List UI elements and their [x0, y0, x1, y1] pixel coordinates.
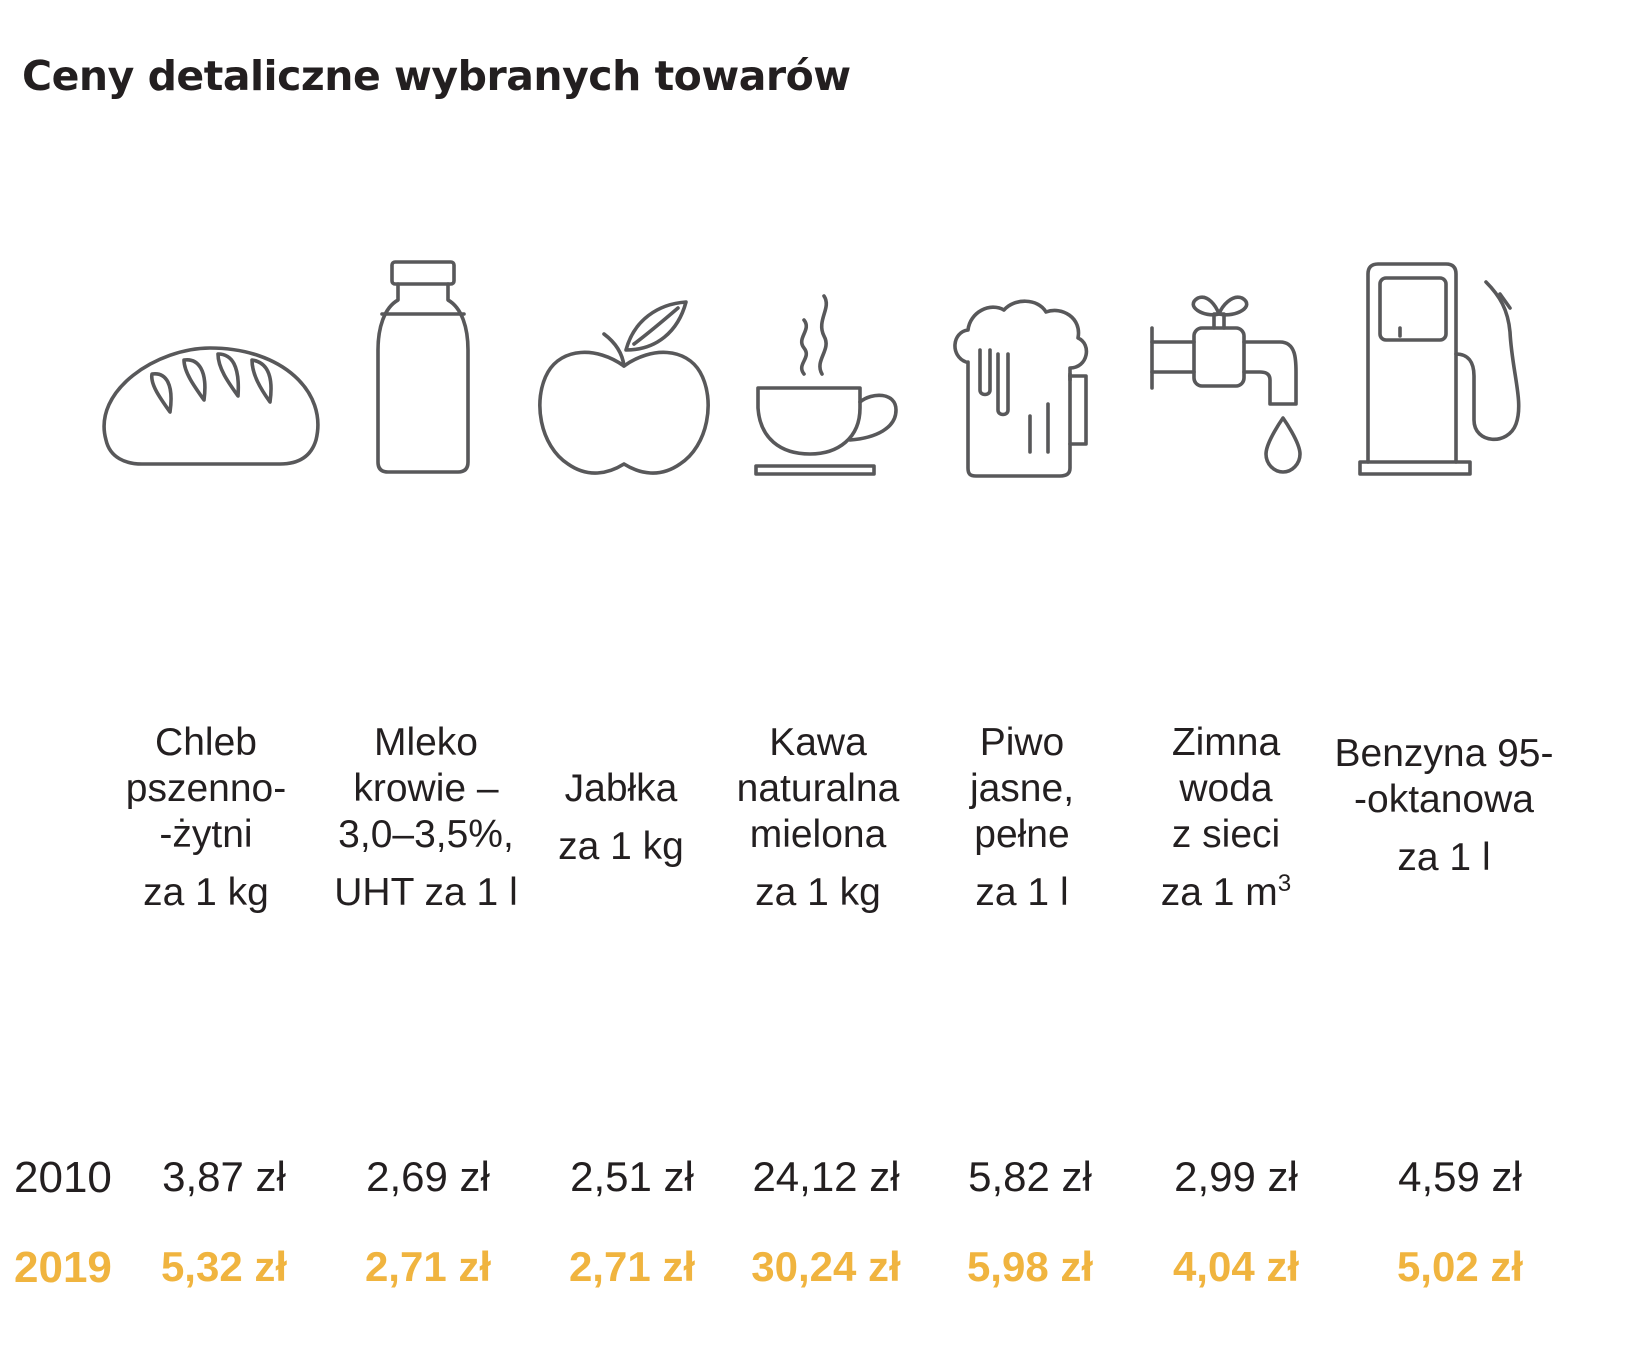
chart-title: Ceny detaliczne wybranych towarów [22, 52, 851, 100]
year-2019-label: 2019 [14, 1243, 112, 1292]
product-name: Kawa naturalna mielona [736, 721, 900, 856]
price-2010-water: 2,99 zł [1174, 1153, 1298, 1200]
product-unit: UHT za 1 l [334, 871, 518, 914]
fuel-pump-icon [1350, 262, 1590, 502]
milk-bottle-icon [300, 260, 540, 502]
label-apples: Jabłka za 1 kg [491, 720, 751, 916]
price-2010-bread: 3,87 zł [162, 1153, 286, 1200]
price-2019-petrol: 5,02 zł [1396, 1243, 1524, 1290]
product-name: Chleb pszenno- -żytni [125, 721, 287, 856]
label-milk: Mleko krowie – 3,0–3,5%, UHT za 1 l [296, 720, 556, 916]
price-2010-beer: 5,82 zł [968, 1153, 1092, 1200]
price-2019-apples: 2,71 zł [568, 1243, 696, 1290]
label-water: Zimna woda z sieci za 1 m3 [1096, 720, 1356, 916]
product-name: Piwo jasne, pełne [969, 721, 1075, 856]
price-2019-water: 4,04 zł [1172, 1243, 1300, 1290]
price-2010-apples: 2,51 zł [570, 1153, 694, 1200]
year-2010-label: 2010 [14, 1153, 112, 1202]
bread-icon [92, 262, 332, 502]
price-2019-coffee: 30,24 zł [751, 1243, 901, 1290]
product-name: Benzyna 95- -oktanowa [1334, 732, 1554, 821]
product-unit: za 1 l [1397, 836, 1491, 879]
coffee-cup-icon [708, 262, 948, 502]
price-2019-bread: 5,32 zł [160, 1243, 288, 1290]
product-unit: za 1 l [975, 871, 1069, 914]
apple-icon [500, 262, 740, 502]
label-petrol: Benzyna 95- -oktanowa za 1 l [1314, 708, 1574, 904]
label-bread: Chleb pszenno- -żytni za 1 kg [76, 720, 336, 916]
price-2019-milk: 2,71 zł [364, 1243, 492, 1290]
beer-mug-icon [920, 262, 1160, 502]
label-coffee: Kawa naturalna mielona za 1 kg [688, 720, 948, 916]
product-unit: za 1 kg [143, 871, 269, 914]
price-2019-beer: 5,98 zł [966, 1243, 1094, 1290]
product-name: Mleko krowie – 3,0–3,5%, [338, 721, 514, 856]
price-2010-milk: 2,69 zł [366, 1153, 490, 1200]
product-unit: za 1 kg [755, 871, 881, 914]
water-tap-icon [1124, 262, 1364, 502]
price-2010-petrol: 4,59 zł [1398, 1153, 1522, 1200]
unit-superscript: 3 [1277, 870, 1292, 897]
unit-text: za 1 m [1160, 871, 1278, 914]
label-beer: Piwo jasne, pełne za 1 l [892, 720, 1152, 916]
product-unit: za 1 m3 [1161, 870, 1292, 916]
product-unit: za 1 kg [558, 825, 684, 868]
price-2010-coffee: 24,12 zł [752, 1153, 900, 1200]
product-name: Zimna woda z sieci [1171, 721, 1281, 856]
product-name: Jabłka [564, 767, 678, 810]
